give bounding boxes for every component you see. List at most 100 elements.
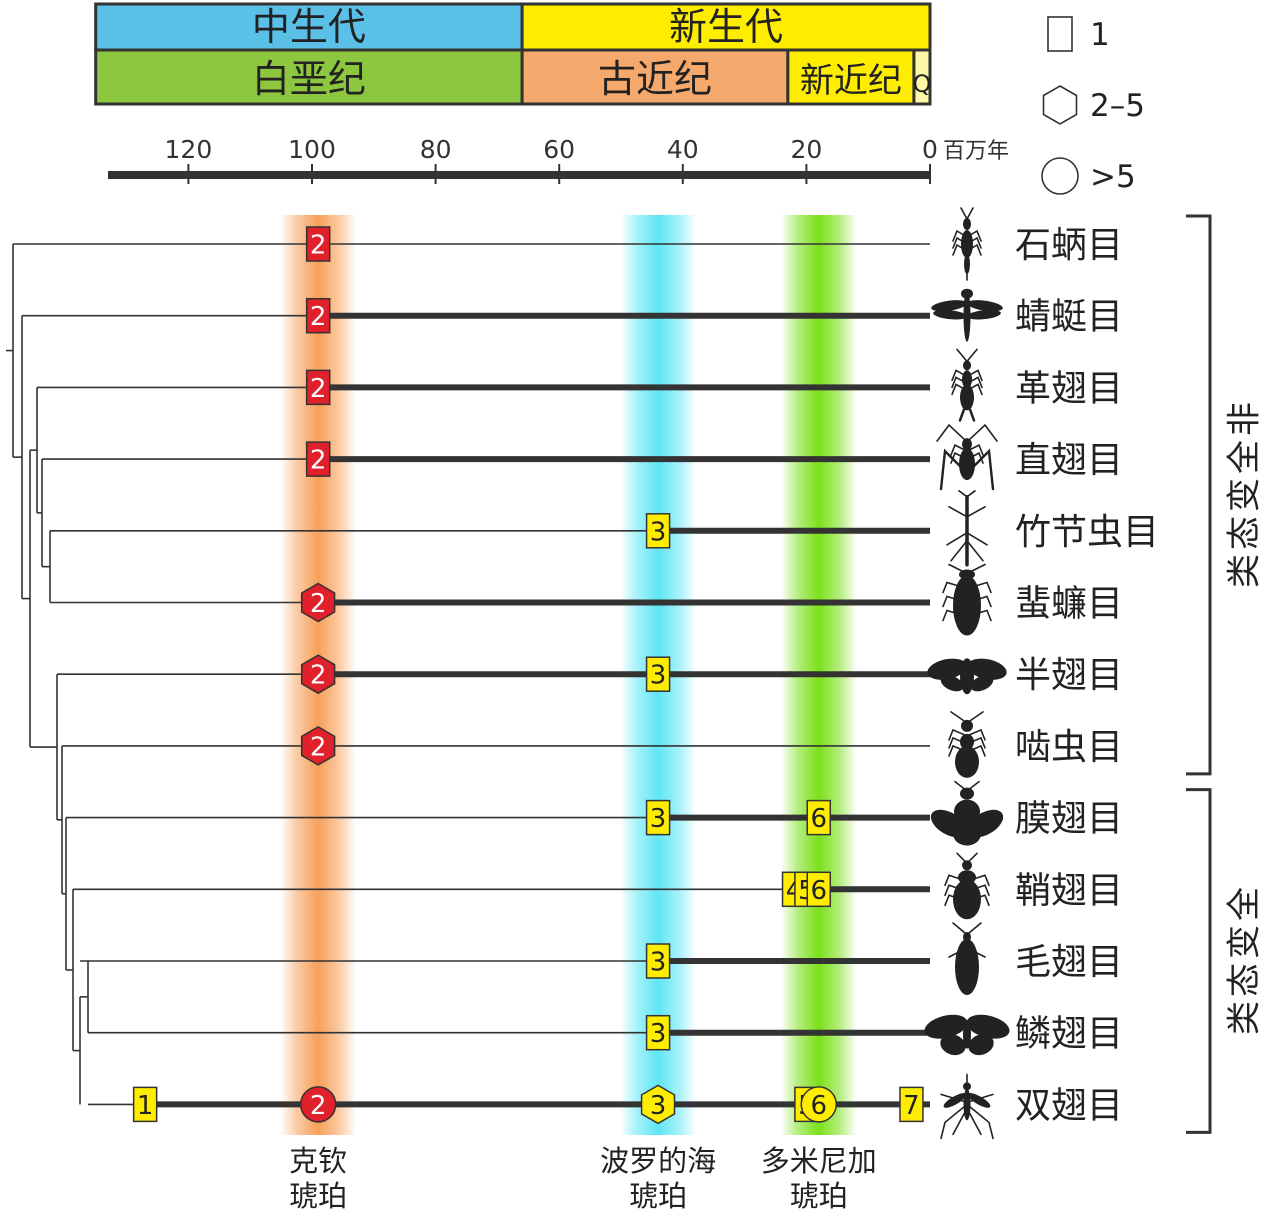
order-markers: 3	[645, 943, 671, 979]
axis-unit: 百万年	[943, 139, 1009, 164]
order-label: 蜚蠊目	[1015, 584, 1123, 625]
group-label-char: 类	[1225, 554, 1265, 588]
order-markers: 2	[305, 226, 331, 262]
tick-label: 80	[420, 135, 452, 164]
caddisfly-icon	[948, 922, 986, 995]
booklouse-icon	[948, 711, 986, 778]
marker-label: 1	[137, 1091, 154, 1121]
tick-label: 120	[165, 135, 213, 164]
order-label: 半翅目	[1015, 655, 1123, 696]
fossil-record-lines	[145, 312, 930, 1108]
order-label: 啮虫目	[1015, 727, 1123, 768]
tick-label: 60	[543, 135, 575, 164]
marker-circle	[800, 1086, 838, 1123]
amber-name: 琥珀	[289, 1179, 347, 1213]
marker-label: 2	[310, 661, 327, 691]
amber-markers: 2222322323645633123567	[132, 226, 924, 1125]
marker-label: 2	[310, 374, 327, 404]
period-box	[94, 48, 524, 106]
order-markers: 456	[781, 871, 832, 908]
bee-icon	[930, 780, 1004, 846]
cicada-icon	[927, 658, 1007, 695]
marker-rect	[645, 513, 671, 549]
era-label: 中生代	[252, 5, 366, 49]
group-bracket	[1186, 214, 1212, 776]
tick-label: 0	[922, 135, 938, 164]
order-markers: 2	[300, 726, 336, 766]
period-label: 白垩纪	[252, 57, 366, 101]
tick-label: 100	[288, 135, 336, 164]
group-label-char: 变	[1225, 925, 1265, 959]
tick-label: 20	[790, 135, 822, 164]
marker-label: 2	[310, 732, 327, 762]
legend-label: 1	[1090, 17, 1110, 53]
order-markers: 123567	[132, 1084, 924, 1125]
order-label: 蜻蜓目	[1015, 297, 1123, 338]
legend-hexagon	[1042, 85, 1078, 125]
group-label-char: 变	[1225, 478, 1265, 512]
marker-label: 6	[810, 1091, 827, 1121]
group-label-char: 态	[1225, 963, 1265, 997]
bristletail-icon	[952, 207, 982, 281]
period-box	[520, 48, 790, 106]
marker-hexagon	[640, 1084, 676, 1125]
legend-label: >5	[1090, 159, 1136, 195]
marker-rect	[806, 799, 832, 836]
group-bracket	[1186, 788, 1212, 1134]
marker-hexagon	[300, 582, 336, 623]
marker-rect	[132, 1086, 158, 1123]
marker-label: 3	[650, 948, 667, 978]
marker-circle	[299, 1086, 337, 1123]
amber-name: 波罗的海	[600, 1144, 716, 1178]
tick-label: 40	[667, 135, 699, 164]
group-label-char: 类	[1225, 1001, 1265, 1035]
order-markers: 2	[305, 297, 331, 334]
legend-rect	[1047, 16, 1073, 52]
marker-rect	[305, 369, 331, 406]
order-markers: 2	[300, 582, 336, 623]
order-label: 直翅目	[1015, 440, 1123, 481]
marker-rect	[305, 226, 331, 262]
marker-label: 7	[903, 1091, 920, 1121]
marker-label: 2	[310, 589, 327, 619]
marker-rect	[305, 297, 331, 334]
order-label: 革翅目	[1015, 368, 1123, 409]
marker-label: 2	[310, 446, 327, 476]
insect-silhouettes	[924, 207, 1010, 1140]
order-label: 竹节虫目	[1015, 512, 1159, 553]
marker-label: 6	[810, 876, 827, 906]
amber-name: 多米尼加	[761, 1144, 877, 1178]
marker-label: 2	[310, 1091, 327, 1121]
marker-hexagon	[300, 654, 336, 695]
moth-icon	[924, 1014, 1010, 1056]
marker-rect	[645, 943, 671, 979]
marker-label: 2	[310, 302, 327, 332]
marker-label: 6	[810, 804, 827, 834]
order-markers: 3	[645, 513, 671, 549]
period-box	[786, 48, 916, 106]
marker-rect	[645, 1014, 671, 1051]
cricket-icon	[936, 423, 998, 491]
order-markers: 3	[645, 1014, 671, 1051]
marker-label: 3	[650, 1091, 667, 1121]
mosquito-icon	[940, 1073, 994, 1140]
period-label: 古近纪	[598, 57, 712, 101]
marker-label: 3	[650, 1019, 667, 1049]
order-label: 鞘翅目	[1015, 870, 1123, 911]
order-label: 双翅目	[1015, 1085, 1123, 1126]
order-label: 鳞翅目	[1015, 1014, 1123, 1055]
marker-hexagon	[300, 726, 336, 766]
marker-label: 3	[650, 804, 667, 834]
period-label: 新近纪	[800, 61, 902, 101]
order-markers: 2	[305, 441, 331, 477]
marker-rect	[806, 871, 832, 908]
